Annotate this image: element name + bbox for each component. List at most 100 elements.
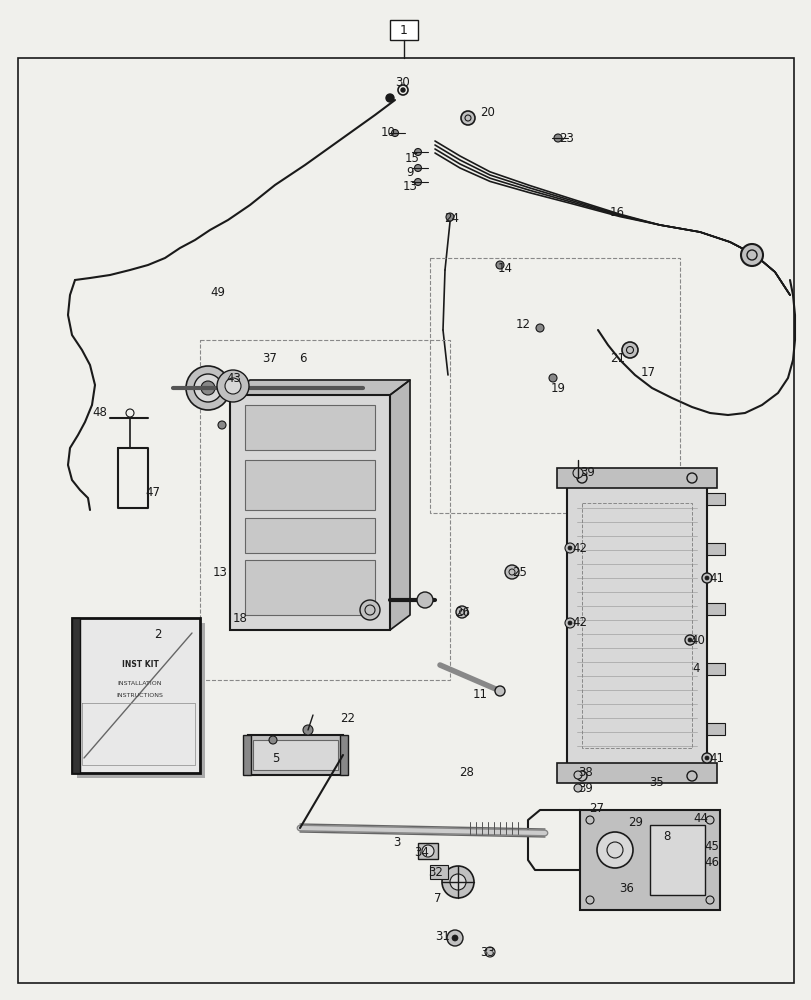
Text: INSTALLATION: INSTALLATION xyxy=(118,681,162,686)
Circle shape xyxy=(704,756,708,760)
Text: 11: 11 xyxy=(472,688,487,702)
Circle shape xyxy=(684,635,694,645)
Circle shape xyxy=(535,324,543,332)
Circle shape xyxy=(446,930,462,946)
Bar xyxy=(245,460,375,510)
Bar xyxy=(430,865,448,879)
Bar xyxy=(200,340,449,680)
Bar xyxy=(418,843,437,859)
Text: 1: 1 xyxy=(400,23,407,36)
Text: 43: 43 xyxy=(226,371,241,384)
Circle shape xyxy=(495,686,504,696)
Circle shape xyxy=(303,725,312,735)
Text: 30: 30 xyxy=(395,77,410,90)
Text: 20: 20 xyxy=(480,106,495,119)
Circle shape xyxy=(201,381,215,395)
Bar xyxy=(649,825,704,895)
Circle shape xyxy=(504,565,518,579)
Text: 24: 24 xyxy=(444,212,459,225)
Text: 14: 14 xyxy=(497,261,512,274)
Circle shape xyxy=(596,832,633,868)
Text: 9: 9 xyxy=(406,165,414,178)
Bar xyxy=(566,483,706,768)
Text: 7: 7 xyxy=(434,892,441,904)
Text: 34: 34 xyxy=(414,846,429,858)
Text: 31: 31 xyxy=(435,930,450,944)
Text: 2: 2 xyxy=(154,629,161,642)
Circle shape xyxy=(621,342,637,358)
Circle shape xyxy=(268,736,277,744)
Circle shape xyxy=(496,261,504,269)
Bar xyxy=(706,603,724,615)
Polygon shape xyxy=(389,380,410,630)
Text: 4: 4 xyxy=(692,662,699,674)
Circle shape xyxy=(414,148,421,155)
Text: INST KIT: INST KIT xyxy=(122,660,158,669)
Text: 36: 36 xyxy=(619,882,633,894)
Circle shape xyxy=(414,178,421,186)
Text: 47: 47 xyxy=(145,486,161,498)
Circle shape xyxy=(568,621,571,625)
Text: 22: 22 xyxy=(340,712,355,724)
Text: 39: 39 xyxy=(578,782,593,794)
Text: 19: 19 xyxy=(550,381,564,394)
Text: 6: 6 xyxy=(299,352,307,364)
Text: 46: 46 xyxy=(704,856,719,868)
Text: 10: 10 xyxy=(380,126,395,139)
Bar xyxy=(556,763,716,783)
Circle shape xyxy=(385,94,393,102)
Circle shape xyxy=(225,378,241,394)
Bar xyxy=(230,395,389,630)
Circle shape xyxy=(573,784,581,792)
Bar xyxy=(579,810,719,910)
Text: 3: 3 xyxy=(393,836,400,850)
Bar xyxy=(242,735,251,775)
Text: 39: 39 xyxy=(580,466,594,479)
Bar xyxy=(245,560,375,615)
Polygon shape xyxy=(230,380,410,395)
Text: 42: 42 xyxy=(572,616,587,630)
Bar xyxy=(556,468,716,488)
Text: 21: 21 xyxy=(610,352,624,364)
Text: 5: 5 xyxy=(272,752,279,764)
Bar xyxy=(706,723,724,735)
Circle shape xyxy=(452,935,457,941)
Text: 13: 13 xyxy=(212,566,227,578)
Text: 35: 35 xyxy=(649,776,663,788)
Bar xyxy=(77,623,204,778)
Circle shape xyxy=(422,845,433,857)
Circle shape xyxy=(441,866,474,898)
Text: 16: 16 xyxy=(609,207,624,220)
Text: 8: 8 xyxy=(663,830,670,844)
Bar xyxy=(389,20,418,40)
Text: 28: 28 xyxy=(459,766,474,780)
Circle shape xyxy=(702,753,711,763)
Circle shape xyxy=(414,164,421,172)
Bar xyxy=(706,663,724,675)
Bar xyxy=(430,258,679,513)
Text: 25: 25 xyxy=(512,566,527,578)
Text: 18: 18 xyxy=(232,611,247,624)
Circle shape xyxy=(573,771,581,779)
Circle shape xyxy=(461,111,474,125)
Bar xyxy=(247,735,342,775)
Circle shape xyxy=(194,374,221,402)
Circle shape xyxy=(186,366,230,410)
Bar xyxy=(72,618,200,773)
Text: 42: 42 xyxy=(572,542,587,554)
Text: 41: 41 xyxy=(709,752,723,764)
Circle shape xyxy=(401,88,405,92)
Text: 41: 41 xyxy=(709,572,723,584)
Circle shape xyxy=(687,638,691,642)
Circle shape xyxy=(417,592,432,608)
Bar xyxy=(581,503,691,748)
Text: 13: 13 xyxy=(402,180,417,194)
Text: 15: 15 xyxy=(404,151,419,164)
Text: 48: 48 xyxy=(92,406,107,420)
Circle shape xyxy=(445,213,453,221)
Text: 12: 12 xyxy=(515,318,530,332)
Text: INSTRUCTIONS: INSTRUCTIONS xyxy=(117,693,163,698)
Circle shape xyxy=(553,134,561,142)
Circle shape xyxy=(740,244,762,266)
Text: 32: 32 xyxy=(428,866,443,880)
